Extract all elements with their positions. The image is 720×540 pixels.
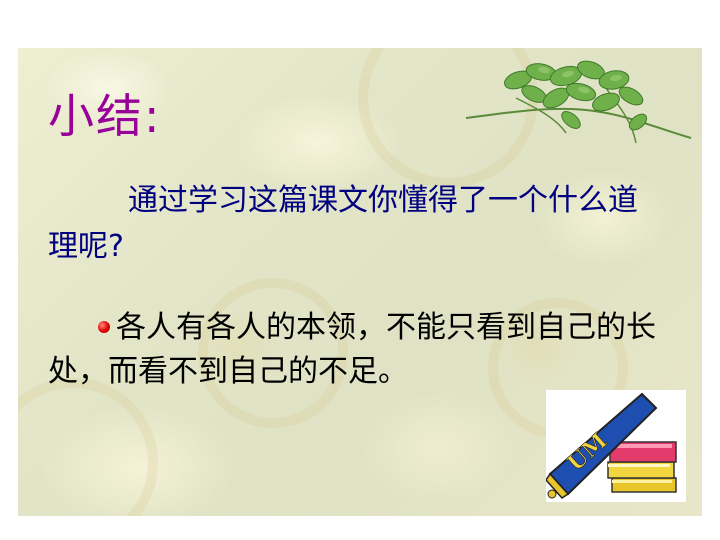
answer-text: 各人有各人的本领，不能只看到自己的长处，而看不到自己的不足。 — [48, 310, 656, 389]
slide-title: 小结: — [48, 89, 162, 143]
background-ring — [18, 378, 158, 516]
bullet-icon — [98, 321, 110, 333]
background-ring — [358, 48, 538, 188]
answer-paragraph: 各人有各人的本领，不能只看到自己的长处，而看不到自己的不足。 — [48, 306, 658, 394]
books-pennant-icon: UM — [545, 390, 686, 502]
background-ring — [198, 278, 348, 428]
slide: 小结: 通过学习这篇课文你懂得了一个什么道理呢? 各人有各人的本领，不能只看到自… — [18, 48, 702, 516]
question-text: 通过学习这篇课文你懂得了一个什么道理呢? — [48, 183, 638, 264]
leaf-vine-icon — [465, 60, 692, 144]
